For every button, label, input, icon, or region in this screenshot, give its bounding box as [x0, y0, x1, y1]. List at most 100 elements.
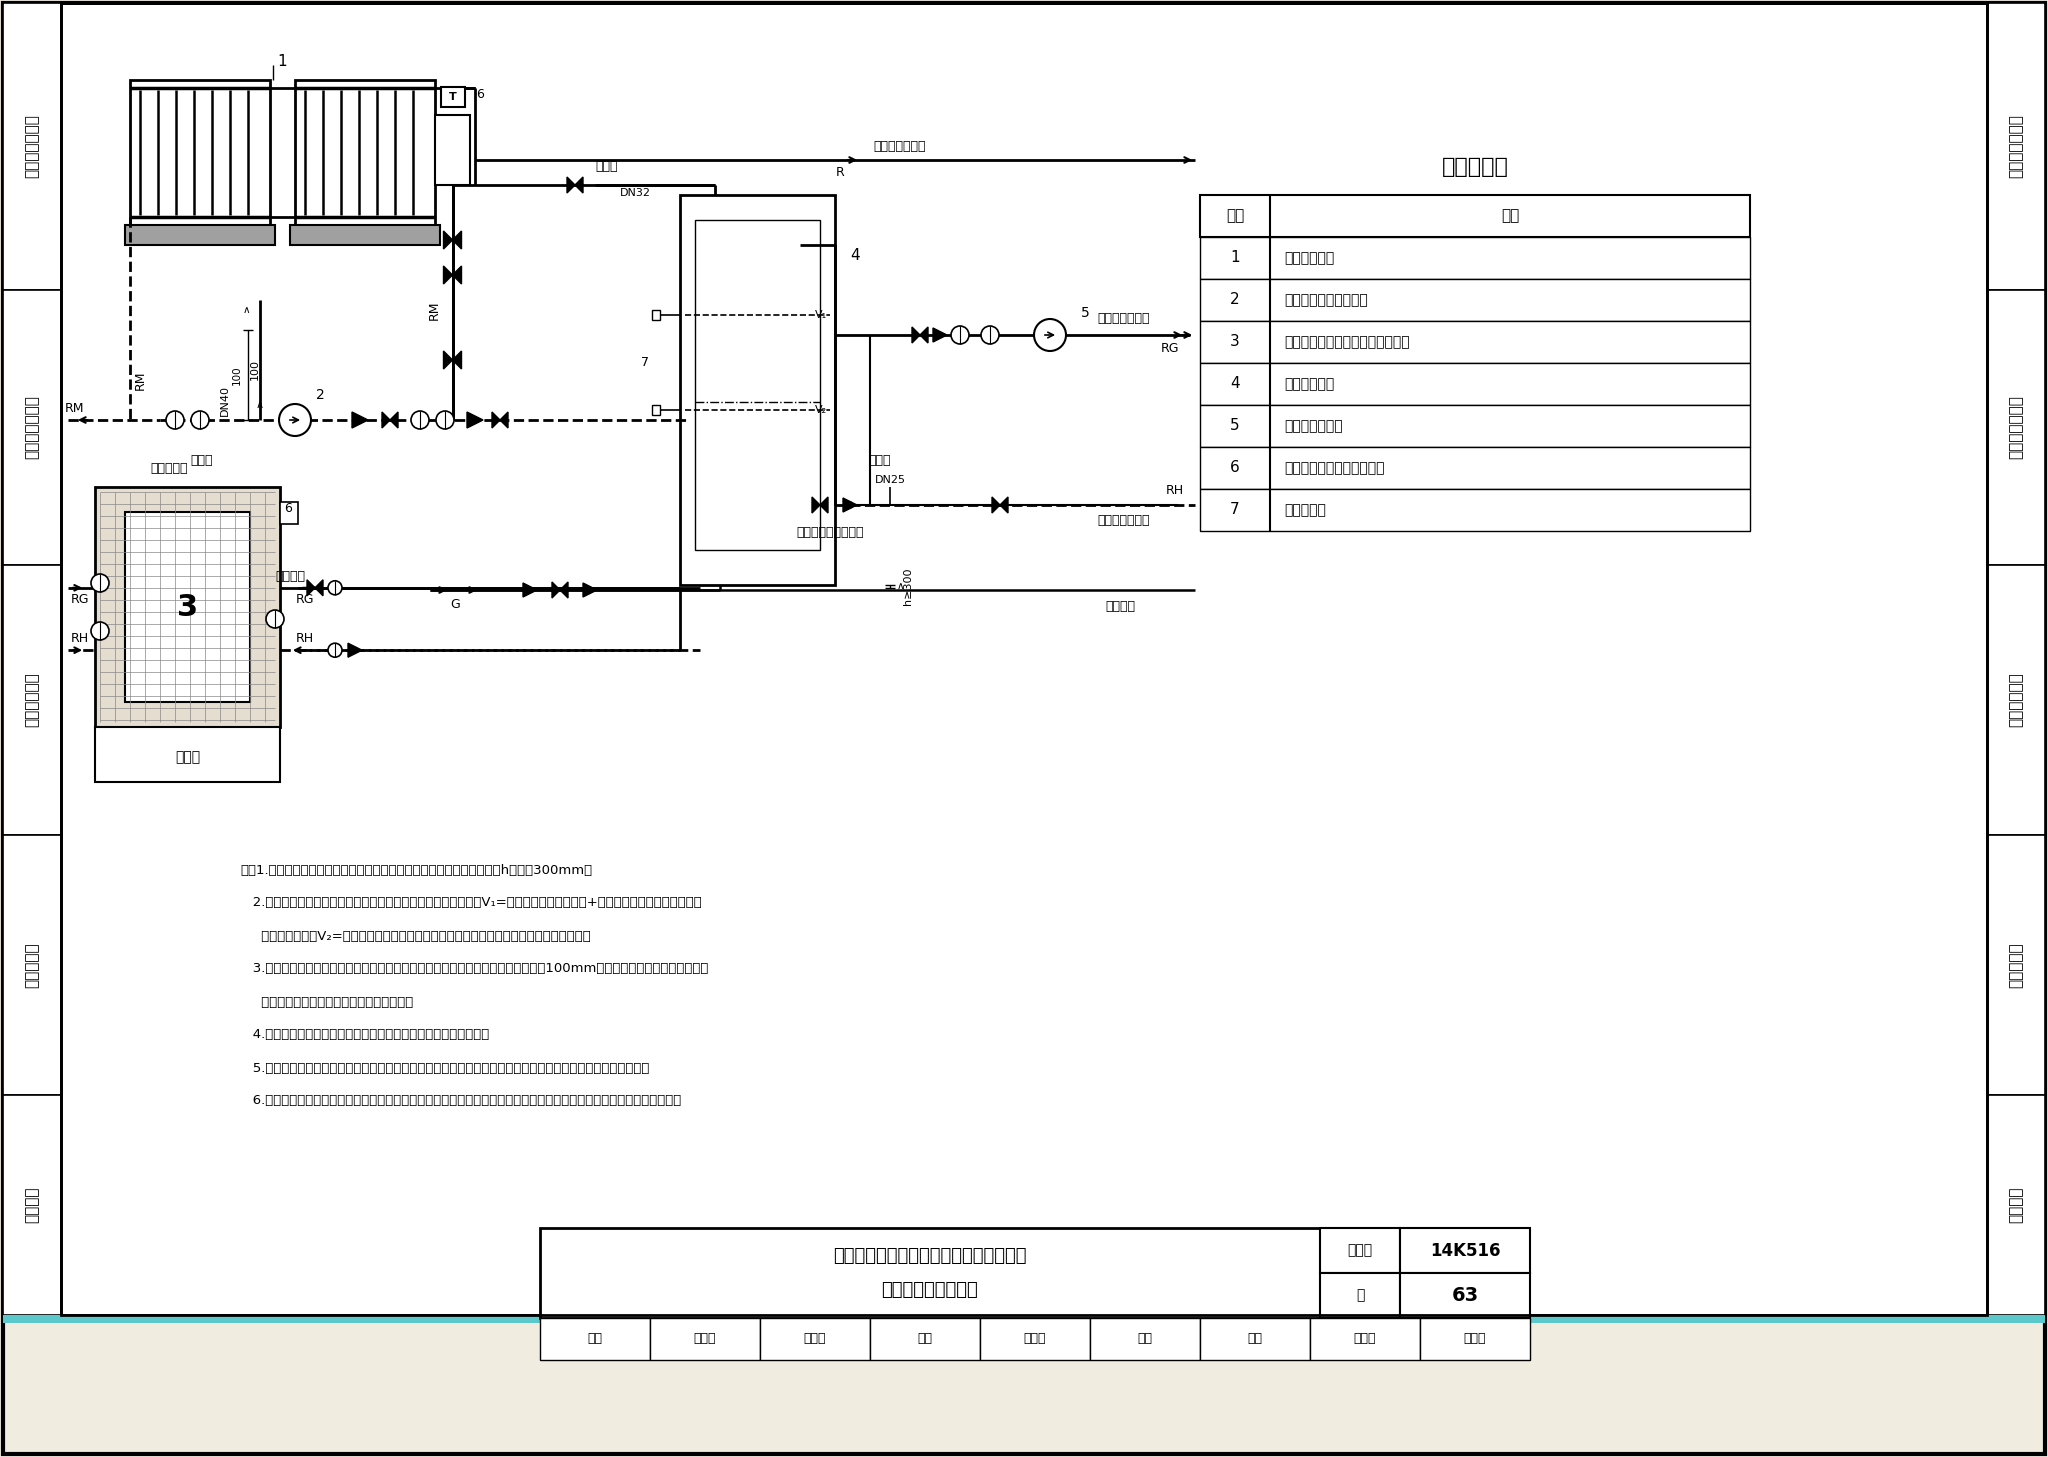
Bar	[2, 835, 61, 844]
Circle shape	[412, 411, 428, 428]
Text: 开式储热水箱: 开式储热水箱	[1284, 377, 1333, 390]
Text: 100: 100	[250, 360, 260, 380]
Bar	[2, 565, 61, 573]
Text: 5.该种炉具无法精确控制水温，如末端采用地面辐射供暖系统，应采取混水等措施将水温控制在合理的范围内。: 5.该种炉具无法精确控制水温，如末端采用地面辐射供暖系统，应采取混水等措施将水温…	[240, 1062, 649, 1074]
Text: 燃气壁挂炉系统: 燃气壁挂炉系统	[2009, 115, 2023, 178]
Text: 6.太阳能集热器应设置于系统最高处，其与储热水箱中液位面的高差应能满足集热器内水重力回流所需克服的管路阻力。: 6.太阳能集热器应设置于系统最高处，其与储热水箱中液位面的高差应能满足集热器内水…	[240, 1094, 682, 1107]
Text: 注：1.储热水箱中心安装高度必须高于锅炉中心（锅筒中心）安装高度，h不小于300mm。: 注：1.储热水箱中心安装高度必须高于锅炉中心（锅筒中心）安装高度，h不小于300…	[240, 864, 592, 877]
Text: 与太阳能结合的燃煤（含生物质固体成型: 与太阳能结合的燃煤（含生物质固体成型	[834, 1247, 1026, 1265]
Polygon shape	[844, 498, 856, 511]
Polygon shape	[920, 326, 928, 342]
Bar	[1321, 1273, 1401, 1319]
Circle shape	[266, 610, 285, 628]
Text: 设计: 设计	[1247, 1333, 1262, 1345]
Text: 清灰室: 清灰室	[174, 750, 201, 763]
Bar	[649, 1319, 760, 1359]
Polygon shape	[389, 412, 397, 428]
Text: 炉体防爆装置（产品配套）: 炉体防爆装置（产品配套）	[1284, 460, 1384, 475]
Text: 供暖系统循环泵: 供暖系统循环泵	[1284, 420, 1343, 433]
Bar	[1419, 1319, 1530, 1359]
Text: DN40: DN40	[219, 385, 229, 415]
Text: 安全的排水处，避免溢水时发生人员烫伤。: 安全的排水处，避免溢水时发生人员烫伤。	[240, 995, 414, 1008]
Text: 接生活热水供水: 接生活热水供水	[874, 140, 926, 153]
Text: 刘建华: 刘建华	[694, 1333, 717, 1345]
Bar	[94, 487, 281, 727]
Text: 编号: 编号	[1227, 208, 1243, 223]
Polygon shape	[500, 412, 508, 428]
Text: 破析: 破析	[1137, 1333, 1153, 1345]
Text: 7: 7	[641, 356, 649, 369]
Text: ∧: ∧	[242, 305, 250, 315]
Polygon shape	[567, 176, 575, 192]
Bar	[2, 565, 61, 835]
Text: 泄压管: 泄压管	[190, 453, 213, 466]
Polygon shape	[991, 497, 999, 513]
Text: 工程示例: 工程示例	[25, 1187, 39, 1224]
Circle shape	[436, 411, 455, 428]
Text: 启闭阀（或电磁阀）: 启闭阀（或电磁阀）	[797, 526, 864, 539]
Text: RH: RH	[297, 632, 313, 644]
Text: 接供暖系统回水: 接供暖系统回水	[1098, 514, 1151, 527]
Text: RM: RM	[66, 402, 84, 414]
Bar	[1987, 835, 2046, 1096]
Polygon shape	[819, 497, 827, 513]
Polygon shape	[522, 583, 537, 597]
Bar	[1321, 1228, 1401, 1273]
Text: T: T	[449, 92, 457, 102]
Bar	[291, 224, 440, 245]
Text: V₁: V₁	[815, 310, 827, 321]
Text: 1: 1	[1231, 251, 1239, 265]
Bar	[2, 835, 61, 1096]
Circle shape	[279, 404, 311, 436]
Text: 燃煤炉系统: 燃煤炉系统	[2009, 943, 2023, 988]
Text: V₂: V₂	[815, 405, 827, 415]
Text: 1: 1	[279, 54, 287, 70]
Bar	[1200, 447, 1749, 490]
Bar	[1987, 290, 2046, 299]
Circle shape	[1034, 319, 1067, 351]
Bar	[1090, 1319, 1200, 1359]
Bar	[1401, 1273, 1530, 1319]
Text: 6: 6	[1231, 460, 1239, 475]
Text: 6: 6	[285, 503, 293, 516]
Polygon shape	[383, 412, 389, 428]
Text: 张菁华: 张菁华	[1024, 1333, 1047, 1345]
Bar	[1987, 565, 2046, 835]
Text: 炉瓦（胆）: 炉瓦（胆）	[150, 462, 188, 475]
Bar	[440, 87, 465, 106]
Text: 液位传感器: 液位传感器	[1284, 503, 1325, 517]
Circle shape	[328, 643, 342, 657]
Text: 2: 2	[1231, 293, 1239, 307]
Bar	[1987, 1096, 2046, 1316]
Text: 牛晓元: 牛晓元	[1464, 1333, 1487, 1345]
Bar	[1987, 1096, 2046, 1103]
Bar	[2, 1096, 61, 1103]
Polygon shape	[453, 351, 461, 369]
Bar	[651, 405, 659, 415]
Bar	[129, 80, 270, 224]
Text: 地源热泵系统: 地源热泵系统	[2009, 673, 2023, 727]
Text: 4: 4	[850, 248, 860, 262]
Polygon shape	[444, 232, 453, 249]
Polygon shape	[553, 581, 559, 597]
Bar	[1987, 3, 2046, 290]
Bar	[1987, 565, 2046, 573]
Bar	[541, 1319, 649, 1359]
Polygon shape	[911, 326, 920, 342]
Text: R: R	[836, 166, 844, 179]
Text: 接自补水: 接自补水	[1106, 599, 1135, 612]
Polygon shape	[453, 232, 461, 249]
Text: 14K516: 14K516	[1430, 1241, 1501, 1259]
Polygon shape	[444, 267, 453, 284]
Polygon shape	[492, 412, 500, 428]
Text: 2.储热水箱内设有高、中、低三种液位，高、中液位间的水容量V₁=太阳能集热系统水容量+整个系统的膨胀水量；中、低: 2.储热水箱内设有高、中、低三种液位，高、中液位间的水容量V₁=太阳能集热系统水…	[240, 896, 702, 909]
Bar	[1987, 835, 2046, 844]
Bar	[981, 1319, 1090, 1359]
Text: RH: RH	[1165, 485, 1184, 497]
Circle shape	[950, 326, 969, 344]
Bar	[1401, 1228, 1530, 1273]
Polygon shape	[584, 583, 598, 597]
Bar	[1200, 278, 1749, 321]
Polygon shape	[575, 176, 584, 192]
Bar	[1200, 195, 1749, 237]
